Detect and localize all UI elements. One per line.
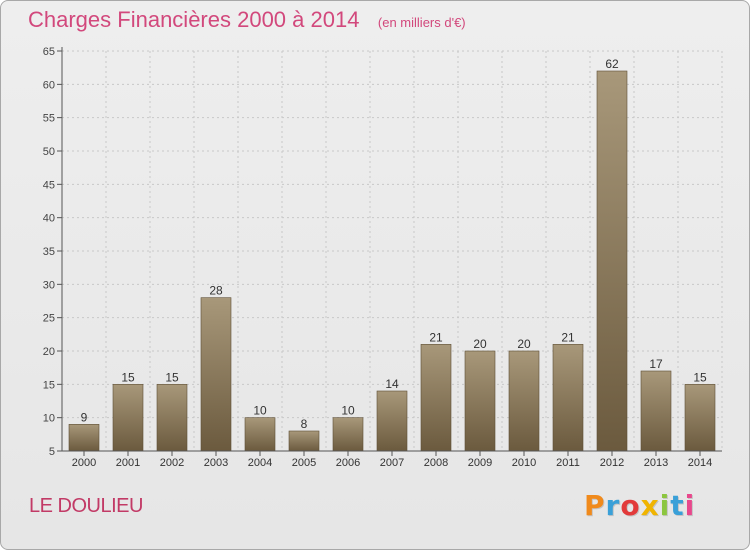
x-tick-label: 2007 [380, 457, 404, 469]
chart-unit-note: (en milliers d'€) [377, 15, 466, 30]
bar-value-label: 15 [693, 370, 707, 384]
x-tick-label: 2003 [204, 457, 228, 469]
y-tick-label: 45 [43, 179, 55, 191]
bar-value-label: 21 [561, 330, 575, 344]
y-tick-label: 15 [43, 379, 55, 391]
bar-value-label: 20 [517, 337, 531, 351]
y-tick-label: 40 [43, 213, 55, 225]
bar-value-label: 15 [121, 370, 135, 384]
bar-2003 [200, 297, 232, 452]
bar-value-label: 9 [81, 410, 88, 424]
bar-value-label: 14 [385, 377, 399, 391]
bar-value-label: 17 [649, 357, 663, 371]
y-tick-label: 55 [43, 113, 55, 125]
proxiti-logo[interactable]: Proxiti [584, 489, 695, 522]
bar-2014 [684, 384, 716, 452]
bar-2011 [552, 344, 584, 452]
bar-2006 [332, 417, 364, 452]
logo-letter: i [684, 489, 696, 522]
axis-layer: 5 10 15 20 25 30 35 40 45 50 55 60 65 2000 2001 2002 200… [43, 46, 722, 469]
x-tick-label: 2004 [248, 457, 272, 469]
bar-2008 [420, 344, 452, 452]
x-tick-label: 2013 [644, 457, 668, 469]
bar-2009 [464, 350, 496, 452]
bar-2010 [508, 350, 540, 452]
y-tick-label: 10 [43, 413, 55, 425]
bar-value-label: 28 [209, 284, 223, 298]
logo-letter: t [670, 489, 685, 522]
place-name: LE DOULIEU [29, 495, 143, 517]
bar-value-label: 21 [429, 330, 443, 344]
bar-value-label: 10 [253, 404, 267, 418]
x-tick-label: 2010 [512, 457, 536, 469]
bar-2012 [596, 70, 628, 452]
y-tick-label: 65 [43, 46, 55, 58]
x-tick-label: 2005 [292, 457, 316, 469]
y-tick-label: 30 [43, 279, 55, 291]
y-tick-label: 35 [43, 246, 55, 258]
x-tick-label: 2009 [468, 457, 492, 469]
x-tick-label: 2001 [116, 457, 140, 469]
bar-2013 [640, 370, 672, 452]
bar-2000 [68, 424, 100, 452]
bar-2002 [156, 384, 188, 452]
bar-2001 [112, 384, 144, 452]
title-row: Charges Financières 2000 à 2014 (en mill… [28, 7, 466, 33]
y-tick-label: 25 [43, 313, 55, 325]
bar-layer: 9 15 15 28 10 8 10 14 21 20 20 21 62 17 15 [68, 57, 716, 452]
logo-letter: r [605, 489, 621, 522]
x-tick-label: 2008 [424, 457, 448, 469]
logo-letter: P [584, 489, 606, 522]
bar-2007 [376, 390, 408, 452]
x-tick-label: 2006 [336, 457, 360, 469]
y-tick-label: 50 [43, 146, 55, 158]
chart-title: Charges Financières 2000 à 2014 [28, 7, 360, 32]
logo-letter: i [659, 489, 671, 522]
y-tick-label: 60 [43, 79, 55, 91]
x-tick-label: 2000 [72, 457, 96, 469]
logo-letter: o [620, 489, 641, 522]
bar-value-label: 10 [341, 404, 355, 418]
logo-letter: x [640, 489, 660, 522]
x-tick-label: 2002 [160, 457, 184, 469]
x-tick-label: 2012 [600, 457, 624, 469]
x-tick-label: 2011 [556, 457, 580, 469]
bar-value-label: 62 [605, 57, 619, 71]
bar-value-label: 8 [301, 417, 308, 431]
bar-value-label: 20 [473, 337, 487, 351]
x-tick-label: 2014 [688, 457, 712, 469]
y-tick-label: 20 [43, 346, 55, 358]
bar-2005 [288, 430, 320, 452]
bar-value-label: 15 [165, 370, 179, 384]
y-tick-label: 5 [49, 446, 55, 458]
bar-2004 [244, 417, 276, 452]
